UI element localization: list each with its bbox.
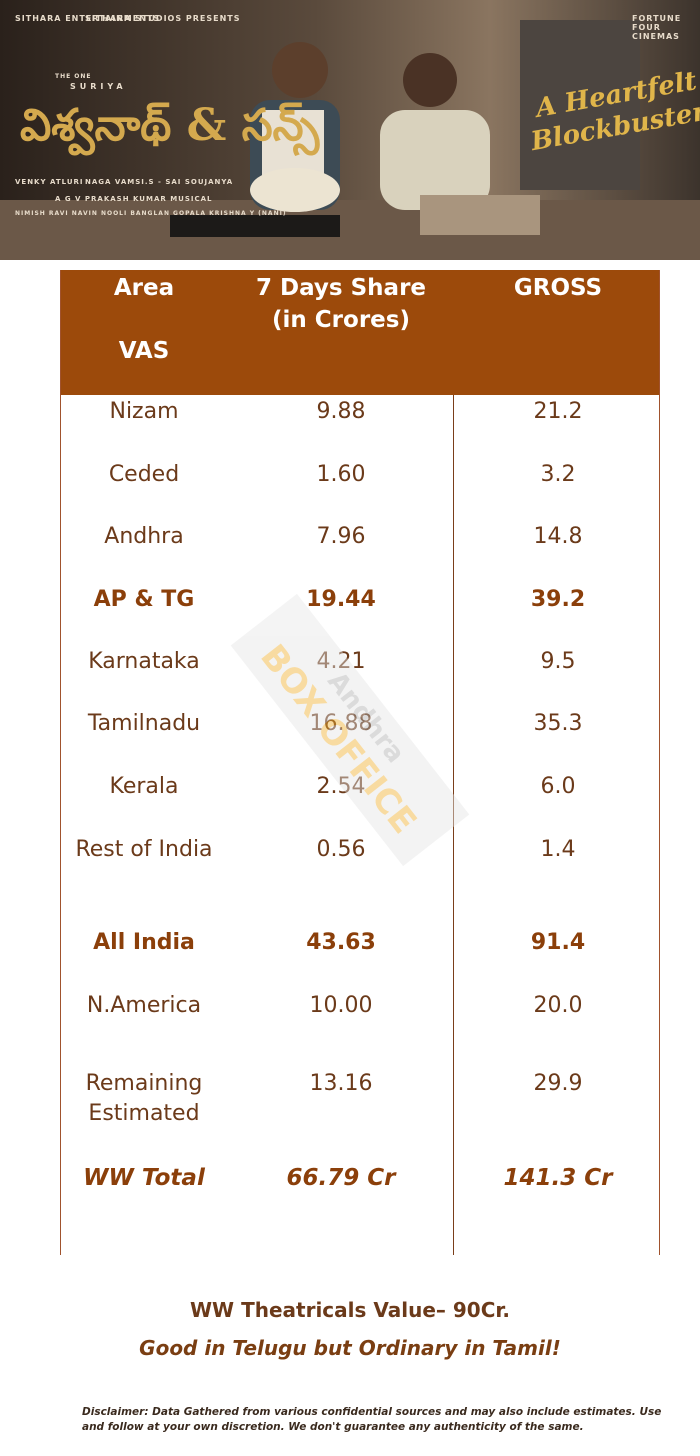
value-cell: 141.3 Cr: [503, 1165, 613, 1191]
banner-art: [0, 20, 700, 260]
area-cell: AP & TG: [93, 587, 195, 612]
header-cell: Area: [113, 275, 175, 301]
value-cell: 19.44: [306, 587, 376, 612]
header-cell: VAS: [118, 338, 170, 364]
star-prefix: THE ONE: [55, 73, 92, 80]
value-cell: 1.60: [316, 462, 366, 487]
value-cell: 21.2: [533, 399, 583, 424]
area-cell: Remaining Estimated: [85, 1071, 203, 1126]
area-cell: Rest of India: [75, 837, 213, 862]
movie-title: విశ్వనాథ్ & సన్స్: [20, 100, 320, 151]
logo: SITHARA STUDIOS PRESENTS: [85, 14, 241, 23]
value-cell: 16.88: [309, 711, 373, 736]
credit: VENKY ATLURI: [15, 178, 84, 186]
credit: NIMISH RAVI NAVIN NOOLI BANGLAN GOPALA K…: [15, 210, 287, 217]
value-cell: 29.9: [533, 1071, 583, 1096]
logo: FORTUNE FOUR CINEMAS: [632, 14, 682, 41]
value-cell: 20.0: [533, 993, 583, 1018]
value-cell: 1.4: [540, 837, 576, 862]
credit: NAGA VAMSI.S - SAI SOUJANYA: [85, 178, 234, 186]
header-cell: 7 Days Share (in Crores): [256, 275, 427, 333]
column-divider: [453, 395, 454, 1255]
star: SURIYA: [70, 82, 127, 91]
value-cell: 7.96: [316, 524, 366, 549]
area-cell: Andhra: [104, 524, 184, 549]
value-note: WW Theatricals Value– 90Cr.: [190, 1298, 510, 1322]
disclaimer: Disclaimer: Data Gathered from various c…: [82, 1406, 662, 1433]
value-cell: 14.8: [533, 524, 583, 549]
area-cell: Nizam: [109, 399, 179, 424]
value-cell: 6.0: [540, 774, 576, 799]
value-cell: 43.63: [306, 930, 376, 955]
table: Area VAS 7 Days Share (in Crores) GROSS …: [60, 270, 660, 1255]
header-cell: GROSS: [513, 275, 603, 301]
value-cell: 13.16: [309, 1071, 373, 1096]
logo: SITHARA ENTERTAINMENTS: [15, 14, 161, 23]
value-cell: 2.54: [316, 774, 366, 799]
value-cell: 91.4: [530, 930, 586, 955]
area-cell: Ceded: [108, 462, 180, 487]
value-cell: 9.88: [316, 399, 366, 424]
banner: SITHARA ENTERTAINMENTS SITHARA STUDIOS P…: [0, 0, 700, 260]
verdict: Good in Telugu but Ordinary in Tamil!: [139, 1336, 561, 1360]
area-cell: Tamilnadu: [87, 711, 201, 736]
area-cell: Karnataka: [88, 649, 200, 674]
area-cell: Kerala: [109, 774, 179, 799]
area-cell: WW Total: [83, 1165, 205, 1191]
value-cell: 35.3: [533, 711, 583, 736]
area-cell: All India: [93, 930, 195, 955]
value-cell: 10.00: [309, 993, 373, 1018]
value-cell: 66.79 Cr: [286, 1165, 396, 1191]
area-cell: N.America: [86, 993, 202, 1018]
value-cell: 4.21: [316, 649, 366, 674]
value-cell: 3.2: [540, 462, 576, 487]
value-cell: 9.5: [540, 649, 576, 674]
value-cell: 39.2: [530, 587, 586, 612]
table-header: Area VAS 7 Days Share (in Crores) GROSS: [61, 270, 659, 395]
value-cell: 0.56: [316, 837, 366, 862]
credit: A G V PRAKASH KUMAR MUSICAL: [55, 195, 213, 203]
